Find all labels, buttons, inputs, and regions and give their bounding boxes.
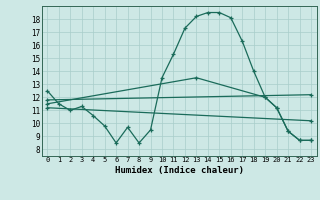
X-axis label: Humidex (Indice chaleur): Humidex (Indice chaleur): [115, 166, 244, 175]
